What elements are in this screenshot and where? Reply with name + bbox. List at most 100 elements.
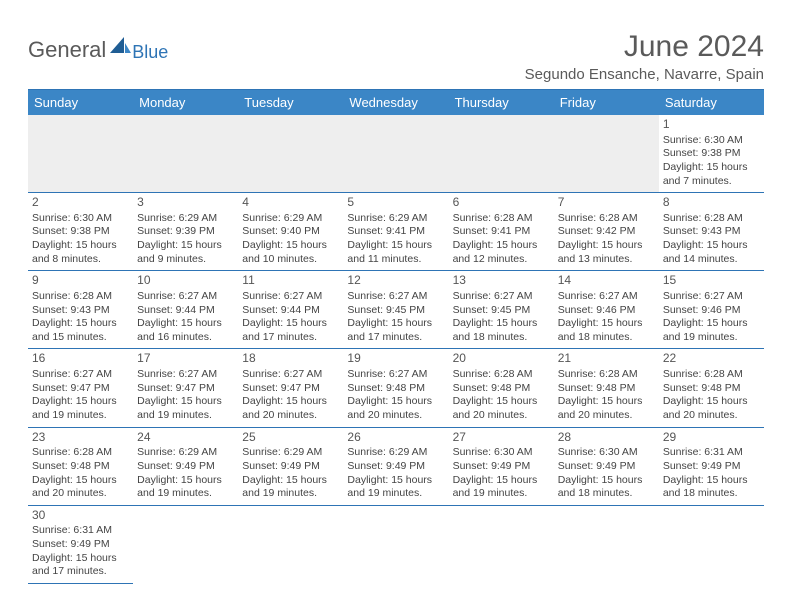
calendar-day-cell: 16Sunrise: 6:27 AMSunset: 9:47 PMDayligh… [28,349,133,427]
daylight-line: Daylight: 15 hours [242,239,339,253]
sunrise-line: Sunrise: 6:27 AM [347,290,444,304]
sunrise-line: Sunrise: 6:30 AM [32,212,129,226]
sunset-line: Sunset: 9:46 PM [663,304,760,318]
weekday-header: Monday [133,90,238,115]
sunrise-line: Sunrise: 6:29 AM [347,446,444,460]
calendar-week-row: 9Sunrise: 6:28 AMSunset: 9:43 PMDaylight… [28,271,764,349]
sunset-line: Sunset: 9:44 PM [137,304,234,318]
calendar-day-cell [133,115,238,193]
sunrise-line: Sunrise: 6:27 AM [137,368,234,382]
calendar-day-cell: 5Sunrise: 6:29 AMSunset: 9:41 PMDaylight… [343,193,448,271]
sunset-line: Sunset: 9:48 PM [663,382,760,396]
daylight-line: and 12 minutes. [453,253,550,267]
sunset-line: Sunset: 9:39 PM [137,225,234,239]
calendar-day-cell: 9Sunrise: 6:28 AMSunset: 9:43 PMDaylight… [28,271,133,349]
calendar-day-cell [554,505,659,583]
sunrise-line: Sunrise: 6:27 AM [347,368,444,382]
sunrise-line: Sunrise: 6:28 AM [663,212,760,226]
sunset-line: Sunset: 9:48 PM [32,460,129,474]
daylight-line: and 20 minutes. [663,409,760,423]
sunrise-line: Sunrise: 6:27 AM [453,290,550,304]
calendar-day-cell [449,505,554,583]
daylight-line: Daylight: 15 hours [347,395,444,409]
day-number: 20 [453,351,550,367]
day-number: 28 [558,430,655,446]
sunset-line: Sunset: 9:41 PM [347,225,444,239]
calendar-day-cell: 17Sunrise: 6:27 AMSunset: 9:47 PMDayligh… [133,349,238,427]
day-number: 19 [347,351,444,367]
sunset-line: Sunset: 9:49 PM [32,538,129,552]
page-title: June 2024 [525,30,764,64]
logo: General Blue [28,36,168,63]
calendar-day-cell: 12Sunrise: 6:27 AMSunset: 9:45 PMDayligh… [343,271,448,349]
day-number: 16 [32,351,129,367]
sunrise-line: Sunrise: 6:31 AM [663,446,760,460]
sunset-line: Sunset: 9:47 PM [242,382,339,396]
sunrise-line: Sunrise: 6:27 AM [137,290,234,304]
daylight-line: Daylight: 15 hours [137,474,234,488]
sunset-line: Sunset: 9:45 PM [347,304,444,318]
daylight-line: and 13 minutes. [558,253,655,267]
sunset-line: Sunset: 9:49 PM [453,460,550,474]
day-number: 4 [242,195,339,211]
weekday-header: Tuesday [238,90,343,115]
day-number: 5 [347,195,444,211]
daylight-line: Daylight: 15 hours [663,395,760,409]
calendar-day-cell [449,115,554,193]
weekday-header: Thursday [449,90,554,115]
daylight-line: Daylight: 15 hours [32,317,129,331]
sunset-line: Sunset: 9:49 PM [347,460,444,474]
weekday-header: Friday [554,90,659,115]
sunset-line: Sunset: 9:42 PM [558,225,655,239]
daylight-line: and 19 minutes. [242,487,339,501]
daylight-line: and 8 minutes. [32,253,129,267]
day-number: 8 [663,195,760,211]
sunset-line: Sunset: 9:45 PM [453,304,550,318]
sunset-line: Sunset: 9:49 PM [242,460,339,474]
calendar-day-cell: 28Sunrise: 6:30 AMSunset: 9:49 PMDayligh… [554,427,659,505]
daylight-line: and 20 minutes. [32,487,129,501]
day-number: 25 [242,430,339,446]
calendar-day-cell: 20Sunrise: 6:28 AMSunset: 9:48 PMDayligh… [449,349,554,427]
sunset-line: Sunset: 9:43 PM [663,225,760,239]
daylight-line: and 19 minutes. [663,331,760,345]
calendar-day-cell: 11Sunrise: 6:27 AMSunset: 9:44 PMDayligh… [238,271,343,349]
sunset-line: Sunset: 9:49 PM [137,460,234,474]
daylight-line: and 19 minutes. [347,487,444,501]
calendar-day-cell: 10Sunrise: 6:27 AMSunset: 9:44 PMDayligh… [133,271,238,349]
logo-text-main: General [28,37,106,63]
calendar-day-cell: 22Sunrise: 6:28 AMSunset: 9:48 PMDayligh… [659,349,764,427]
day-number: 11 [242,273,339,289]
daylight-line: and 7 minutes. [663,175,760,189]
day-number: 23 [32,430,129,446]
sunset-line: Sunset: 9:48 PM [453,382,550,396]
location-subtitle: Segundo Ensanche, Navarre, Spain [525,66,764,83]
calendar-day-cell: 26Sunrise: 6:29 AMSunset: 9:49 PMDayligh… [343,427,448,505]
calendar-day-cell: 21Sunrise: 6:28 AMSunset: 9:48 PMDayligh… [554,349,659,427]
calendar-week-row: 1Sunrise: 6:30 AMSunset: 9:38 PMDaylight… [28,115,764,193]
calendar-day-cell: 24Sunrise: 6:29 AMSunset: 9:49 PMDayligh… [133,427,238,505]
sunset-line: Sunset: 9:48 PM [558,382,655,396]
calendar-week-row: 30Sunrise: 6:31 AMSunset: 9:49 PMDayligh… [28,505,764,583]
daylight-line: Daylight: 15 hours [137,239,234,253]
sunset-line: Sunset: 9:43 PM [32,304,129,318]
sunrise-line: Sunrise: 6:29 AM [242,446,339,460]
calendar-day-cell: 27Sunrise: 6:30 AMSunset: 9:49 PMDayligh… [449,427,554,505]
daylight-line: and 10 minutes. [242,253,339,267]
calendar-day-cell: 18Sunrise: 6:27 AMSunset: 9:47 PMDayligh… [238,349,343,427]
calendar-day-cell: 15Sunrise: 6:27 AMSunset: 9:46 PMDayligh… [659,271,764,349]
daylight-line: and 9 minutes. [137,253,234,267]
sunset-line: Sunset: 9:48 PM [347,382,444,396]
sunset-line: Sunset: 9:38 PM [32,225,129,239]
daylight-line: and 18 minutes. [558,331,655,345]
day-number: 27 [453,430,550,446]
calendar-week-row: 16Sunrise: 6:27 AMSunset: 9:47 PMDayligh… [28,349,764,427]
sunset-line: Sunset: 9:47 PM [137,382,234,396]
day-number: 17 [137,351,234,367]
sunset-line: Sunset: 9:46 PM [558,304,655,318]
logo-text-sub: Blue [132,42,168,63]
sunrise-line: Sunrise: 6:28 AM [32,446,129,460]
day-number: 12 [347,273,444,289]
calendar-day-cell: 2Sunrise: 6:30 AMSunset: 9:38 PMDaylight… [28,193,133,271]
day-number: 21 [558,351,655,367]
